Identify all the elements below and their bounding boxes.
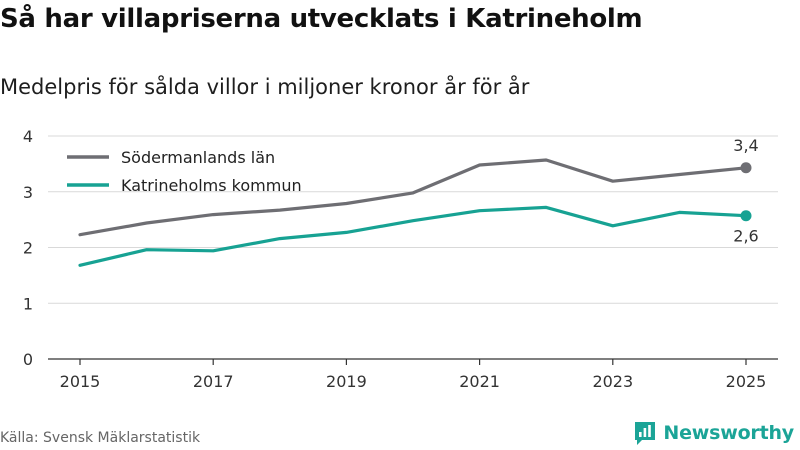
y-tick-label: 3: [23, 183, 33, 202]
series-end-marker-1: [740, 162, 752, 174]
chart-subtitle: Medelpris för sålda villor i miljoner kr…: [0, 75, 530, 99]
brand-name: Newsworthy: [663, 422, 794, 444]
legend-label-1: Södermanlands län: [121, 148, 275, 167]
legend-label-2: Katrineholms kommun: [121, 176, 302, 195]
x-tick-label: 2015: [60, 372, 101, 391]
x-tick-label: 2017: [193, 372, 234, 391]
data-label-2: 2,6: [733, 227, 758, 246]
brand-logo: Newsworthy: [633, 420, 794, 446]
x-tick-label: 2023: [592, 372, 633, 391]
newsworthy-logo-icon: [635, 422, 656, 445]
x-tick-label: 2019: [326, 372, 367, 391]
data-label-1: 3,4: [733, 136, 758, 155]
x-tick-label: 2025: [726, 372, 767, 391]
y-tick-label: 0: [23, 350, 33, 369]
x-tick-label: 2021: [459, 372, 500, 391]
line-chart: 0 1 2 3 4 2015 2017 2019 2021 2023 2025 3,4 2,6 Söder…: [23, 127, 778, 391]
series-end-marker-2: [740, 210, 752, 222]
chart-title: Så har villapriserna utvecklats i Katrin…: [0, 4, 643, 34]
series-line-1: [78, 158, 748, 237]
y-tick-label: 4: [23, 127, 33, 146]
source-note: Källa: Svensk Mäklarstatistik: [0, 430, 201, 446]
y-tick-label: 1: [23, 294, 33, 313]
series-line-2: [78, 205, 748, 267]
y-tick-label: 2: [23, 239, 33, 258]
